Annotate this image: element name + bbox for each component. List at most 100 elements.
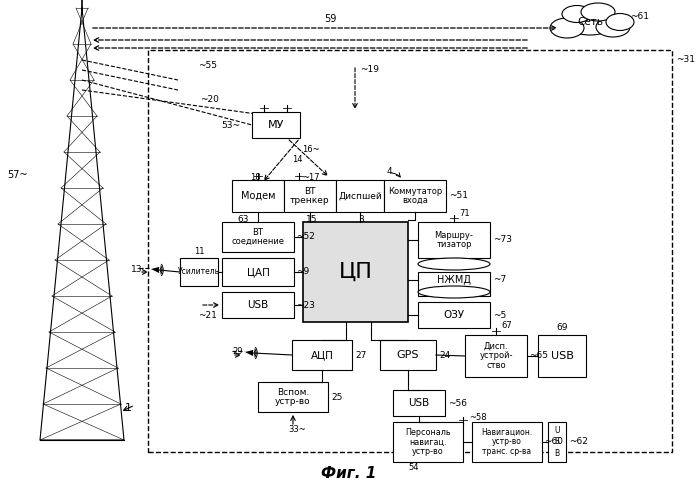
Text: ~51: ~51 [449,191,468,201]
Ellipse shape [606,14,634,31]
Bar [538,335,586,377]
Text: 13: 13 [131,264,142,274]
Bar [284,180,336,212]
Text: АЦП: АЦП [310,350,333,360]
Text: ~7: ~7 [493,276,506,284]
Text: Сеть: Сеть [577,17,603,27]
Text: ~31: ~31 [676,55,695,65]
Text: Вспом.
устр-во: Вспом. устр-во [275,388,311,406]
Text: ~5: ~5 [493,311,506,319]
Text: 27: 27 [355,350,366,360]
Bar [393,422,463,462]
Text: ~21: ~21 [198,311,217,319]
Text: 3: 3 [358,214,363,224]
Text: Диспшей: Диспшей [338,191,382,201]
Text: S: S [554,437,559,447]
Bar [380,340,436,370]
Text: USB: USB [247,300,268,310]
Bar [148,50,672,452]
Bar [472,422,542,462]
Text: ~52: ~52 [296,232,315,242]
Text: 57~: 57~ [8,170,28,180]
Bar [336,180,384,212]
Text: ~61: ~61 [630,13,649,21]
Ellipse shape [596,17,630,37]
Text: 67: 67 [501,322,512,330]
Text: Дисп.
устрой-
ство: Дисп. устрой- ство [480,342,513,370]
Text: 54: 54 [408,464,419,472]
Text: 59: 59 [324,14,336,24]
Text: 33~: 33~ [288,424,305,434]
Text: ЦП: ЦП [338,262,373,282]
Text: ЦАП: ЦАП [247,267,269,277]
Text: 11: 11 [194,247,204,257]
Text: МУ: МУ [268,120,284,130]
Bar [393,390,445,416]
Text: Коммутатор
входа: Коммутатор входа [388,187,442,206]
Bar [465,335,527,377]
Text: 53~: 53~ [221,121,240,129]
Text: 1: 1 [125,403,132,413]
Bar [303,222,408,322]
Text: 24: 24 [439,350,450,360]
Bar [232,180,284,212]
Text: ~62: ~62 [569,437,588,447]
Text: ВТ
тренкер: ВТ тренкер [290,187,330,206]
Text: ~17: ~17 [302,174,319,183]
Text: ~65: ~65 [529,351,548,361]
Text: 18: 18 [250,174,261,183]
Text: 29: 29 [233,347,243,357]
Text: ~55: ~55 [198,62,217,70]
Text: ВТ
соединение: ВТ соединение [231,227,284,246]
Text: 69: 69 [556,323,568,331]
Text: ~23: ~23 [296,300,315,310]
Bar [180,258,218,286]
Bar [222,222,294,252]
Bar [384,180,446,212]
Text: ~58: ~58 [469,414,487,422]
Text: B: B [554,449,560,458]
Text: Фиг. 1: Фиг. 1 [322,467,377,482]
Text: Усилитель: Усилитель [178,267,220,277]
Bar [418,302,490,328]
Text: 15: 15 [306,214,317,224]
Text: Персональ
навигац.
устр-во: Персональ навигац. устр-во [405,428,451,456]
Polygon shape [151,267,159,273]
Text: GPS: GPS [397,350,419,360]
Text: ~19: ~19 [360,66,379,74]
Text: U: U [554,426,560,435]
Text: ~56: ~56 [448,399,467,407]
Text: USB: USB [551,351,573,361]
Bar [222,292,294,318]
Ellipse shape [418,286,490,298]
Text: 4: 4 [387,168,393,176]
Text: Навигацион.
устр-во
транс. ср-ва: Навигацион. устр-во транс. ср-ва [482,428,533,456]
Text: 63: 63 [237,214,249,224]
Ellipse shape [550,18,584,38]
Ellipse shape [418,258,490,270]
Ellipse shape [564,9,616,35]
Bar [418,222,490,258]
Text: ОЗУ: ОЗУ [443,310,465,320]
Bar [252,112,300,138]
Text: 71: 71 [459,209,470,219]
Bar [418,272,490,296]
Text: НЖМД: НЖМД [437,275,471,285]
Ellipse shape [581,3,615,21]
Bar [292,340,352,370]
Bar [548,422,566,462]
Text: Модем: Модем [240,191,275,201]
Text: 14: 14 [292,156,303,164]
Text: ~73: ~73 [493,236,512,244]
Text: ~60: ~60 [544,437,563,447]
Text: ~9: ~9 [296,267,309,277]
Text: 16~: 16~ [302,145,319,155]
Bar [258,382,328,412]
Text: Маршру-
тизатор: Маршру- тизатор [435,231,473,249]
Text: 25: 25 [331,393,343,401]
Text: ~20: ~20 [200,96,219,104]
Bar [222,258,294,286]
Polygon shape [245,350,253,356]
Text: USB: USB [408,398,430,408]
Ellipse shape [562,5,592,22]
